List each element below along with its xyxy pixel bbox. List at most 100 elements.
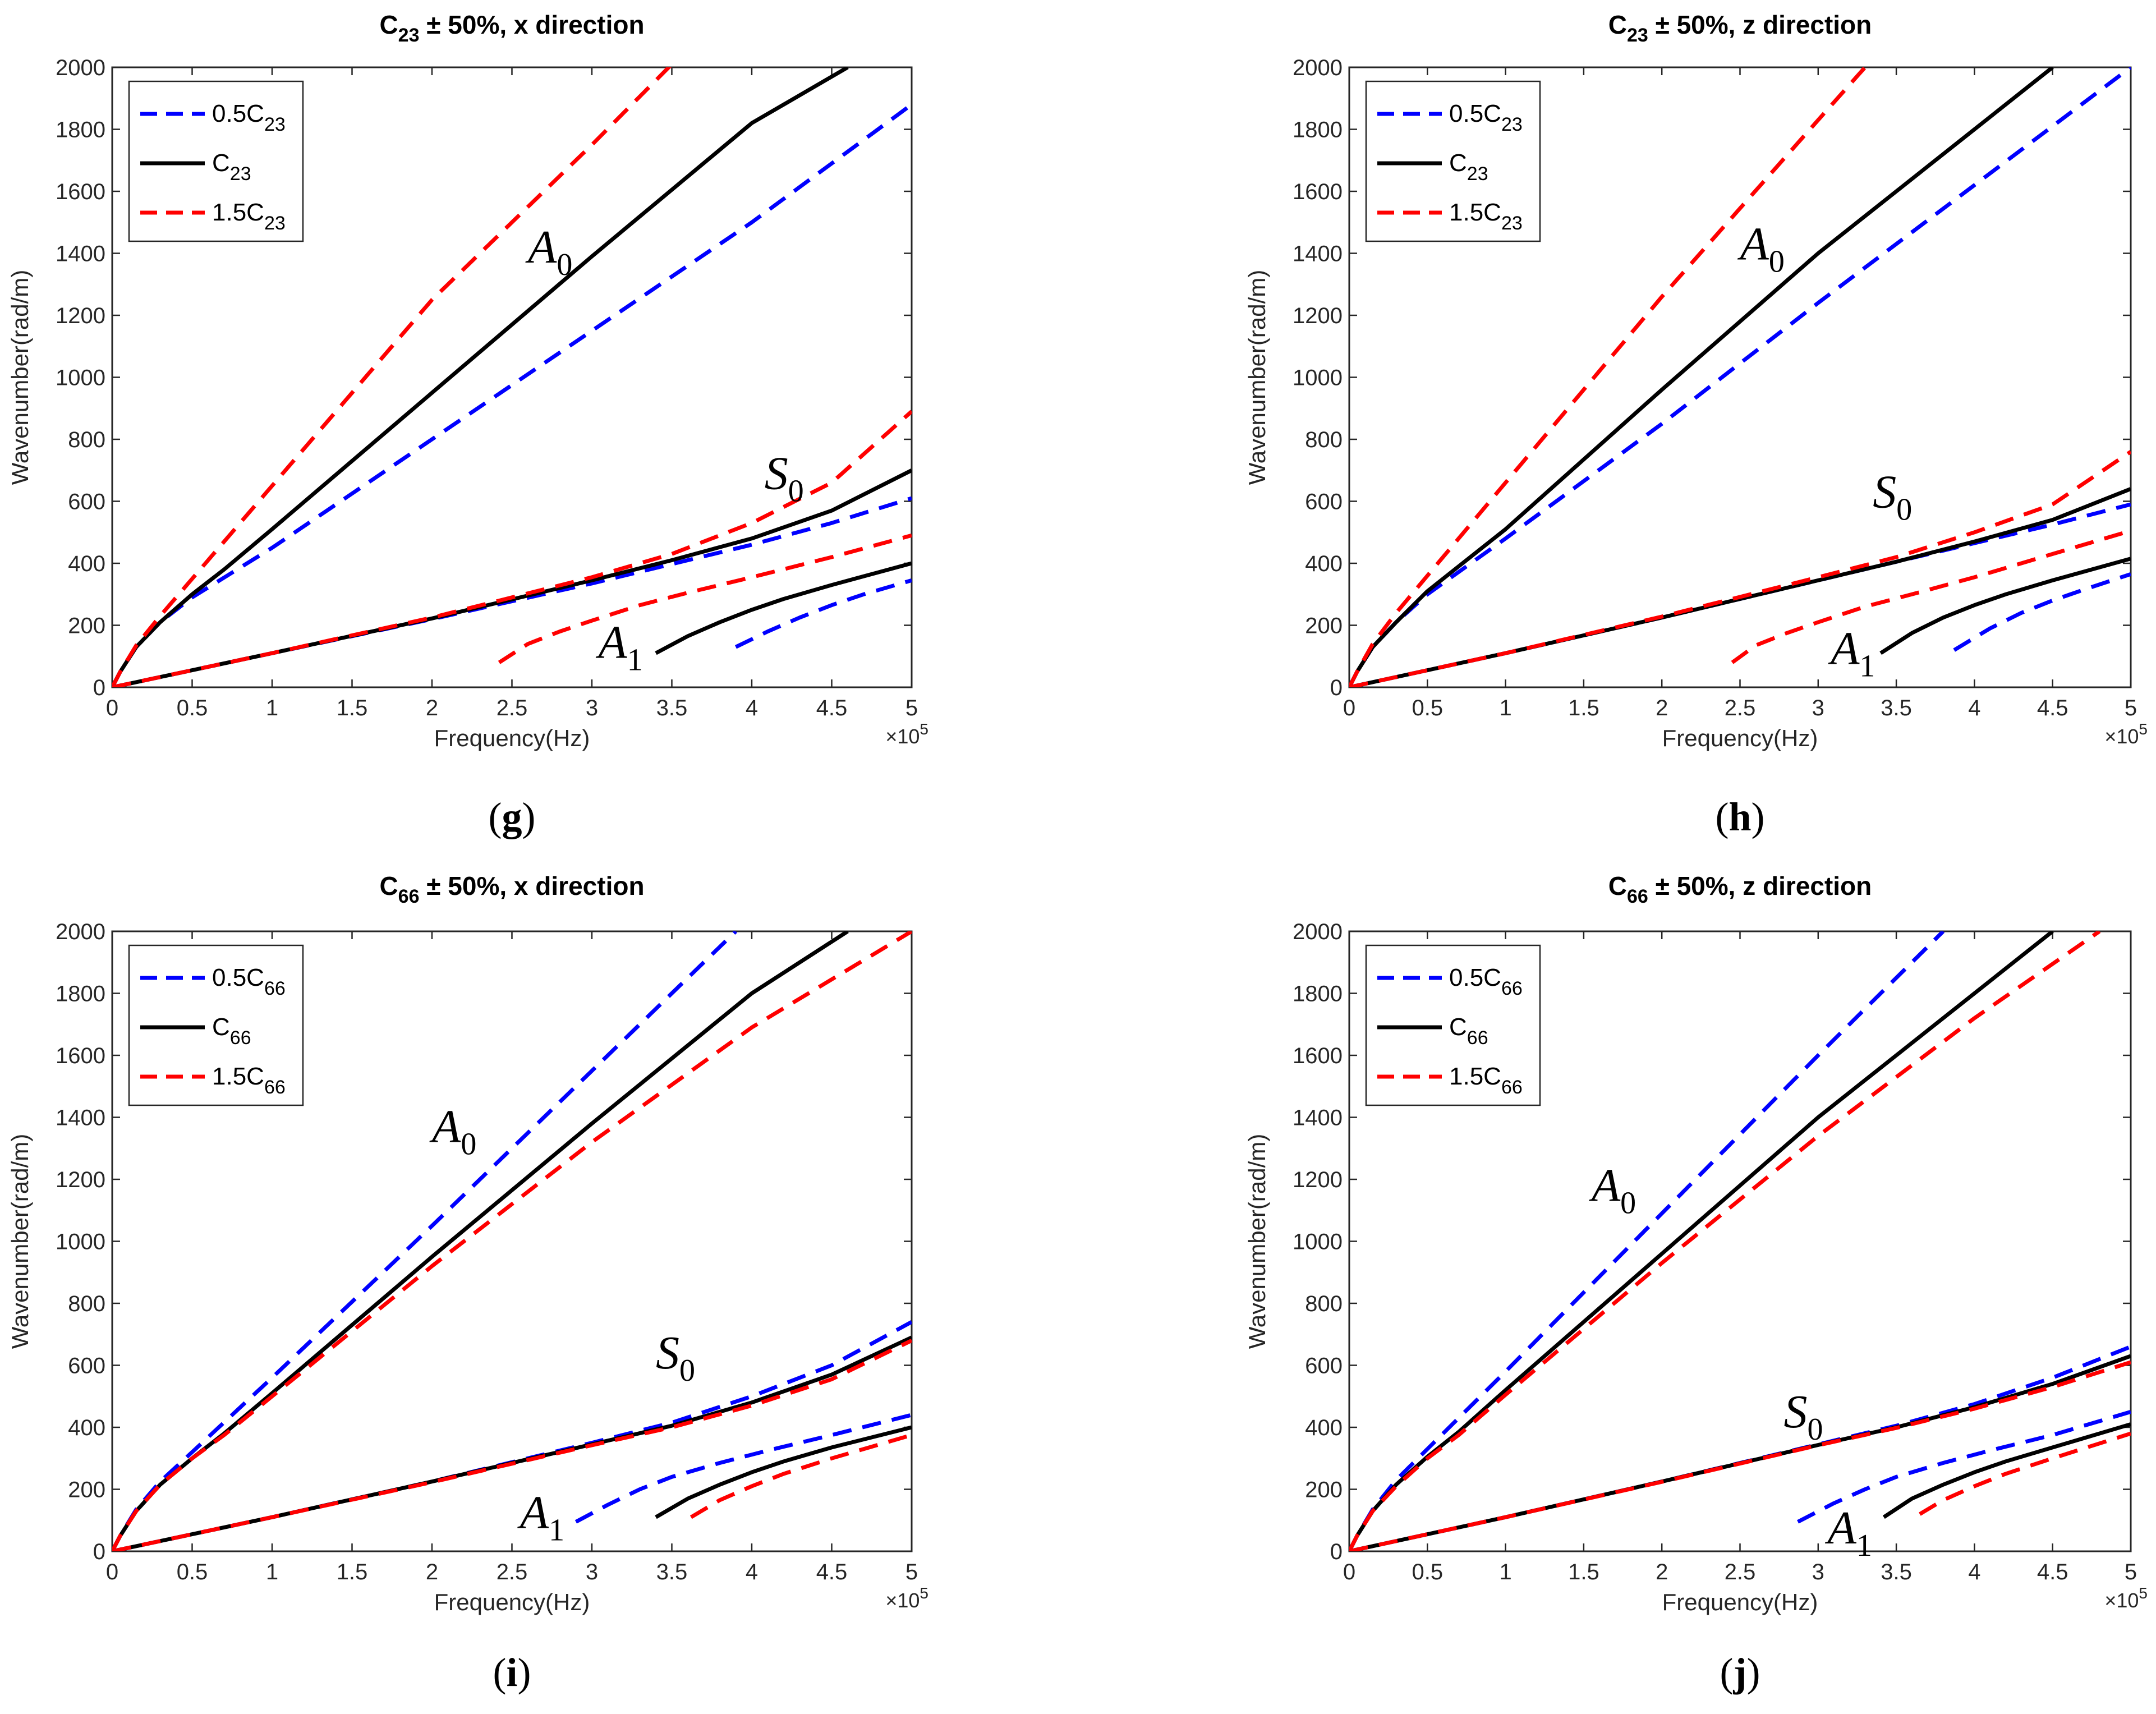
legend-subscript: 66 xyxy=(264,1077,286,1098)
y-tick-label: 2000 xyxy=(1293,920,1343,944)
legend-subscript: 23 xyxy=(1467,163,1488,185)
series-line-0.5c66-a0 xyxy=(112,931,737,1551)
mode-label-s0: S0 xyxy=(1873,466,1912,527)
y-axis-label: Wavenumber(rad/m) xyxy=(7,1134,33,1349)
caption-close: ) xyxy=(1752,794,1765,839)
x-tick-label: 1 xyxy=(266,1560,278,1584)
x-tick-label: 2.5 xyxy=(1725,696,1756,720)
x-exponent-power: 5 xyxy=(2139,720,2148,738)
y-tick-label: 2000 xyxy=(56,56,105,80)
mode-label-a1: A1 xyxy=(1825,1502,1872,1563)
mode-letter: A xyxy=(595,617,627,669)
x-tick-label: 1.5 xyxy=(1568,696,1599,720)
mode-letter: S xyxy=(656,1327,679,1379)
x-tick-label: 1 xyxy=(1499,1560,1511,1584)
series-line-1.5c66-a1 xyxy=(1919,1431,2131,1516)
x-tick-label: 2.5 xyxy=(497,1560,528,1584)
y-tick-label: 1800 xyxy=(1293,118,1343,143)
series-group xyxy=(112,67,912,687)
y-tick-label: 1200 xyxy=(56,304,105,328)
series-line-0.5c66-a0 xyxy=(1349,931,1945,1551)
x-tick-label: 3.5 xyxy=(1881,696,1912,720)
series-group xyxy=(1349,67,2131,687)
mode-label-a1: A1 xyxy=(595,617,642,678)
panel-title: C23 ± 50%, x direction xyxy=(379,10,644,46)
mode-label-a0: A0 xyxy=(1737,218,1785,279)
y-axis-label: Wavenumber(rad/m) xyxy=(7,270,33,485)
y-tick-label: 200 xyxy=(1305,1478,1343,1502)
y-tick-label: 1000 xyxy=(56,366,105,390)
x-tick-label: 4.5 xyxy=(2037,1560,2068,1584)
legend-label: 0.5C23 xyxy=(1449,100,1523,135)
legend-prefix: 1.5C xyxy=(212,199,264,226)
y-tick-label: 600 xyxy=(1305,490,1343,514)
mode-letter: S xyxy=(1784,1386,1808,1438)
y-tick-label: 800 xyxy=(1305,1292,1343,1316)
panel-h: 0 0.5 1 1.5 2 2.5 3 3.5 4 4.5 50200400600800100012… xyxy=(1244,10,2148,839)
y-tick-label: 0 xyxy=(93,676,105,700)
caption-letter: j xyxy=(1733,1650,1747,1695)
mode-subscript: 0 xyxy=(788,474,804,508)
legend-subscript: 23 xyxy=(264,114,286,135)
legend-subscript: 23 xyxy=(264,213,286,234)
x-tick-label: 3.5 xyxy=(1881,1560,1912,1584)
x-tick-label: 0 xyxy=(1343,1560,1355,1584)
panel-i: 0 0.5 1 1.5 2 2.5 3 3.5 4 4.5 50200400600800100012… xyxy=(7,871,928,1695)
x-axis-label: Frequency(Hz) xyxy=(434,1589,590,1615)
x-tick-label: 1.5 xyxy=(337,1560,368,1584)
panel-title: C66 ± 50%, z direction xyxy=(1608,871,1872,907)
legend-label: 0.5C66 xyxy=(1449,964,1523,999)
series-line-1.5c66-s0 xyxy=(1349,1360,2131,1551)
mode-subscript: 1 xyxy=(627,643,643,678)
y-tick-label: 200 xyxy=(68,614,105,638)
x-tick-label: 0.5 xyxy=(177,696,208,720)
legend-subscript: 66 xyxy=(1467,1027,1488,1049)
x-axis-label: Frequency(Hz) xyxy=(434,725,590,751)
mode-label-a1: A1 xyxy=(517,1487,564,1548)
legend-prefix: C xyxy=(212,1013,230,1041)
mode-letter: A xyxy=(1589,1160,1621,1212)
legend-label: 1.5C66 xyxy=(212,1063,286,1098)
y-tick-label: 1600 xyxy=(1293,180,1343,204)
series-line-1.5c66-a0 xyxy=(112,931,912,1551)
y-tick-label: 1800 xyxy=(56,982,105,1007)
mode-label-a0: A0 xyxy=(1589,1160,1636,1221)
title-rest: ± 50%, z direction xyxy=(1648,871,1872,900)
x-exponent-label: ×105 xyxy=(885,1584,928,1612)
series-line-1.5c66-s0 xyxy=(112,1339,912,1551)
title-subscript: 66 xyxy=(1627,886,1648,907)
x-tick-label: 5 xyxy=(905,1560,918,1584)
mode-subscript: 0 xyxy=(557,247,572,282)
legend-prefix: 1.5C xyxy=(1449,1063,1501,1090)
series-line-1.5c66-a1 xyxy=(689,1433,912,1519)
legend-label: C23 xyxy=(1449,149,1488,185)
y-tick-label: 1400 xyxy=(56,242,105,266)
legend-subscript: 66 xyxy=(230,1027,251,1049)
y-tick-label: 1400 xyxy=(1293,242,1343,266)
legend-label: C66 xyxy=(1449,1013,1488,1049)
series-line-0.5c23-a1 xyxy=(1953,572,2131,652)
legend-prefix: 1.5C xyxy=(212,1063,264,1090)
x-tick-label: 1 xyxy=(266,696,278,720)
x-tick-label: 0.5 xyxy=(1412,1560,1443,1584)
y-tick-label: 400 xyxy=(1305,1416,1343,1440)
y-tick-label: 200 xyxy=(68,1478,105,1502)
mode-subscript: 1 xyxy=(549,1513,564,1548)
legend-prefix: 0.5C xyxy=(212,100,264,127)
mode-letter: A xyxy=(1828,623,1860,675)
y-tick-label: 600 xyxy=(68,490,105,514)
y-tick-label: 400 xyxy=(1305,552,1343,576)
x-tick-label: 4.5 xyxy=(816,1560,848,1584)
y-tick-label: 800 xyxy=(1305,428,1343,452)
y-tick-label: 1600 xyxy=(56,180,105,204)
x-tick-label: 1 xyxy=(1499,696,1511,720)
x-tick-label: 2 xyxy=(426,1560,438,1584)
legend-prefix: 0.5C xyxy=(212,964,264,991)
y-axis-label: Wavenumber(rad/m) xyxy=(1244,1134,1270,1349)
x-exponent-power: 5 xyxy=(2139,1584,2148,1602)
y-tick-label: 1000 xyxy=(1293,366,1343,390)
legend-prefix: 0.5C xyxy=(1449,964,1501,991)
mode-letter: A xyxy=(517,1487,549,1539)
mode-subscript: 0 xyxy=(1808,1412,1823,1447)
